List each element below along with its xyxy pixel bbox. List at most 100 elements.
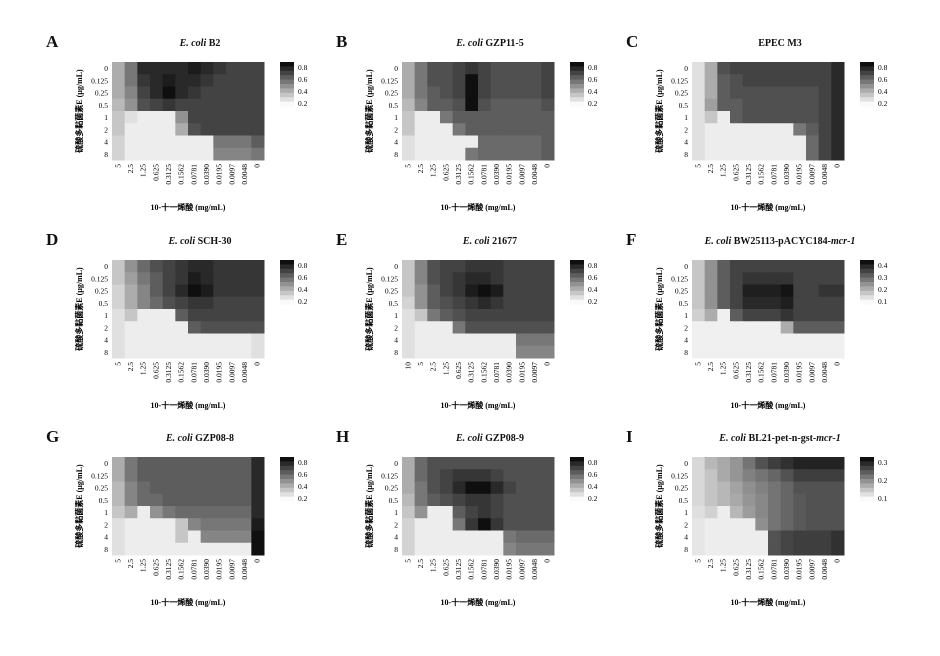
heatmap-cell	[251, 86, 265, 100]
heatmap-cell	[503, 123, 517, 136]
heatmap-cell	[755, 98, 769, 112]
heatmap-cell	[692, 260, 706, 273]
heatmap-cell	[188, 530, 202, 544]
heatmap-cell	[831, 135, 845, 149]
x-tick-label: 1.25	[139, 559, 148, 572]
x-tick-label: 0.0048	[240, 559, 249, 580]
heatmap-cell	[213, 123, 227, 136]
heatmap-cell	[200, 321, 214, 334]
heatmap-cell	[200, 86, 214, 100]
y-tick-label: 0	[104, 459, 108, 468]
y-tick-label: 0.5	[679, 299, 689, 308]
y-axis-label: 硫酸多黏菌素E (μg/mL)	[654, 69, 664, 153]
heatmap-cell	[717, 111, 731, 124]
heatmap-cell	[200, 272, 214, 285]
heatmap-cell	[175, 86, 189, 100]
heatmap-cell	[238, 506, 252, 519]
heatmap-cell	[717, 542, 731, 556]
heatmap-cell	[793, 309, 807, 322]
heatmap-cell	[427, 123, 441, 136]
heatmap-cell	[742, 147, 756, 161]
heatmap-cell	[831, 147, 845, 161]
legend-label: 0.8	[298, 63, 308, 72]
heatmap-cell	[226, 518, 240, 531]
heatmap-cell	[226, 506, 240, 519]
heatmap-cell	[402, 147, 416, 161]
heatmap-panel-I: I E. coli BL21-pet-n-gst-mcr-1 0 0.125 0.25 0…	[620, 425, 910, 625]
heatmap-cell	[414, 481, 428, 495]
y-axis-label: 硫酸多黏菌素E (μg/mL)	[654, 267, 664, 351]
x-tick-label: 0.625	[151, 362, 160, 379]
heatmap-cell	[831, 123, 845, 136]
heatmap-panel-A: A E. coli B2 0 0.125 0.25 0.5 1 2 4 8 5 2.5 1.25 0.62…	[40, 30, 330, 230]
legend-swatch	[280, 88, 294, 94]
heatmap-cell	[402, 296, 416, 310]
heatmap-cell	[478, 98, 492, 112]
heatmap-cell	[465, 98, 479, 112]
heatmap-cell	[112, 260, 126, 273]
x-tick-label: 0.3125	[467, 362, 476, 383]
legend-swatch	[860, 273, 874, 279]
x-tick-label: 0.0195	[795, 362, 804, 383]
legend-swatch	[280, 487, 294, 493]
heatmap-cell	[440, 493, 454, 507]
heatmap-cell	[175, 321, 189, 334]
heatmap-cell	[780, 272, 794, 285]
heatmap-cell	[730, 74, 744, 87]
heatmap-cell	[465, 518, 479, 531]
heatmap-cell	[137, 457, 151, 470]
heatmap-cell	[704, 260, 718, 273]
heatmap-cell	[541, 469, 555, 482]
heatmap-cell	[793, 481, 807, 495]
heatmap-cell	[213, 493, 227, 507]
heatmap-cell	[112, 345, 126, 359]
legend-swatch	[570, 461, 584, 467]
heatmap-cell	[831, 309, 845, 322]
legend-swatch	[570, 470, 584, 476]
heatmap-cell	[162, 284, 176, 298]
heatmap-cell	[806, 333, 820, 347]
heatmap-cell	[414, 135, 428, 149]
legend-swatch	[860, 282, 874, 287]
heatmap-cell	[226, 111, 240, 124]
legend-swatch	[860, 260, 874, 265]
heatmap-cell	[251, 147, 265, 161]
heatmap-cell	[137, 284, 151, 298]
heatmap-cell	[516, 493, 530, 507]
x-tick-label: 0.0390	[202, 559, 211, 580]
heatmap-cell	[150, 260, 164, 273]
heatmap-cell	[465, 506, 479, 519]
heatmap-cell	[175, 345, 189, 359]
x-tick-label: 2.5	[126, 164, 135, 174]
legend-label: 0.8	[298, 458, 308, 467]
y-axis-label: 硫酸多黏菌素E (μg/mL)	[74, 267, 84, 351]
panel-title: EPEC M3	[758, 38, 802, 49]
y-tick-label: 4	[394, 533, 398, 542]
x-tick-label: 0.0781	[189, 362, 198, 383]
heatmap-cell	[414, 296, 428, 310]
heatmap-cell	[717, 506, 731, 519]
x-tick-label: 0.0195	[505, 164, 514, 185]
heatmap-cell	[188, 321, 202, 334]
x-tick-label: 1.25	[719, 362, 728, 375]
legend-label: 0.6	[878, 75, 888, 84]
legend-label: 0.2	[588, 494, 598, 503]
heatmap-cell	[818, 62, 832, 75]
heatmap-cell	[124, 74, 138, 87]
heatmap-cell	[452, 309, 466, 322]
legend-swatch	[280, 295, 294, 301]
heatmap-cell	[226, 86, 240, 100]
heatmap-svg: 0 0.125 0.25 0.5 1 2 4 8 5 2.5 1.25 0.625 0.3125 0.15…	[654, 62, 888, 212]
heatmap-cell	[692, 296, 706, 310]
heatmap-cell	[188, 86, 202, 100]
heatmap-cell	[528, 321, 542, 334]
heatmap-cell	[806, 123, 820, 136]
y-tick-label: 0.25	[675, 287, 688, 296]
x-tick-label: 0.0048	[820, 362, 829, 383]
heatmap-cell	[528, 309, 542, 322]
heatmap-cell	[440, 272, 454, 285]
heatmap-cell	[213, 272, 227, 285]
heatmap-cell	[541, 74, 555, 87]
heatmap-cell	[251, 542, 265, 556]
